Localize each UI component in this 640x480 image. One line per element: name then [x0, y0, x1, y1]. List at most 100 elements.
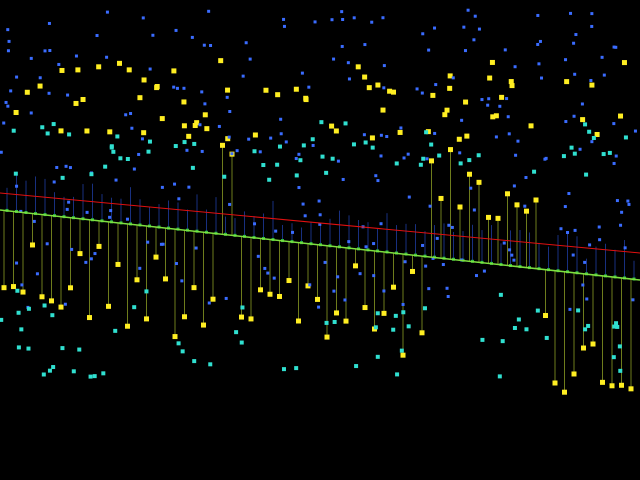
yellow-point: [380, 107, 386, 113]
yellow-point: [96, 64, 102, 70]
blue-point: [269, 136, 273, 140]
cyan-point: [67, 132, 72, 137]
cyan-point: [583, 122, 588, 127]
cyan-point: [617, 344, 622, 349]
cyan-point: [111, 149, 116, 154]
blue-point: [580, 102, 584, 106]
cyan-point: [15, 288, 20, 293]
yellow-point: [581, 345, 586, 351]
yellow-point: [303, 97, 309, 103]
cyan-point: [275, 162, 280, 167]
yellow-point: [58, 304, 64, 310]
blue-point: [458, 151, 462, 155]
blue-point: [207, 9, 211, 13]
blue-point: [374, 174, 378, 178]
blue-point: [370, 20, 374, 24]
blue-point: [571, 253, 575, 257]
blue-point: [263, 266, 267, 270]
yellow-point: [493, 113, 499, 119]
cyan-point: [399, 348, 404, 353]
blue-point: [631, 298, 635, 302]
blue-point: [340, 44, 344, 48]
blue-point: [274, 229, 278, 233]
blue-point: [341, 177, 345, 181]
blue-point: [282, 17, 286, 21]
blue-point: [228, 202, 232, 206]
yellow-point: [20, 289, 26, 295]
blue-point: [198, 123, 202, 127]
yellow-point: [387, 88, 393, 94]
blue-point: [301, 202, 305, 206]
cyan-point: [615, 324, 620, 329]
blue-point: [590, 24, 594, 28]
yellow-point: [225, 87, 231, 93]
blue-point: [516, 139, 520, 143]
cyan-point: [544, 335, 549, 340]
blue-point: [32, 219, 36, 223]
blue-point: [627, 202, 631, 206]
yellow-point: [252, 132, 258, 138]
cyan-point: [586, 323, 591, 328]
blue-point: [124, 113, 128, 117]
cyan-point: [113, 328, 118, 333]
yellow-point: [106, 303, 111, 309]
blue-point: [19, 209, 23, 213]
blue-point: [258, 150, 262, 154]
yellow-point: [391, 89, 397, 95]
blue-point: [502, 241, 506, 245]
blue-point: [160, 185, 164, 189]
blue-point: [602, 73, 606, 77]
blue-point: [615, 199, 619, 203]
blue-point: [235, 149, 239, 153]
yellow-point: [315, 296, 320, 302]
blue-point: [347, 240, 351, 244]
cyan-point: [395, 372, 400, 377]
blue-point: [297, 152, 301, 156]
blue-point: [372, 274, 376, 278]
yellow-point: [381, 310, 387, 316]
yellow-point: [464, 133, 470, 139]
cyan-point: [19, 327, 24, 332]
blue-point: [182, 86, 186, 90]
yellow-point: [571, 371, 577, 377]
blue-point: [6, 104, 10, 108]
blue-point: [431, 256, 435, 260]
yellow-point: [618, 113, 624, 119]
blue-point: [347, 77, 351, 81]
cyan-point: [50, 313, 55, 318]
cyan-point: [421, 156, 426, 161]
blue-point: [362, 133, 366, 137]
blue-point: [29, 111, 33, 115]
blue-point: [343, 298, 347, 302]
yellow-point: [343, 318, 349, 324]
blue-point: [65, 207, 69, 211]
yellow-point: [116, 60, 122, 66]
cyan-point: [476, 153, 481, 158]
cyan-point: [612, 324, 617, 329]
blue-point: [0, 150, 3, 154]
blue-point: [109, 209, 113, 213]
yellow-point: [239, 314, 244, 320]
blue-point: [125, 217, 129, 221]
blue-point: [564, 120, 568, 124]
blue-point: [466, 8, 470, 12]
blue-point: [445, 286, 449, 290]
cyan-point: [310, 137, 315, 142]
yellow-point: [456, 136, 462, 142]
yellow-point: [181, 123, 187, 129]
yellow-point: [163, 276, 168, 282]
cyan-point: [240, 305, 245, 310]
cyan-point: [115, 134, 120, 139]
blue-point: [174, 262, 178, 266]
blue-point: [45, 242, 49, 246]
blue-point: [180, 279, 184, 283]
blue-point: [581, 283, 585, 287]
cyan-point: [192, 359, 197, 364]
blue-point: [38, 76, 42, 80]
yellow-point: [430, 92, 436, 98]
cyan-point: [370, 145, 375, 150]
blue-point: [363, 43, 367, 47]
blue-point: [6, 28, 10, 32]
blue-point: [364, 245, 368, 249]
